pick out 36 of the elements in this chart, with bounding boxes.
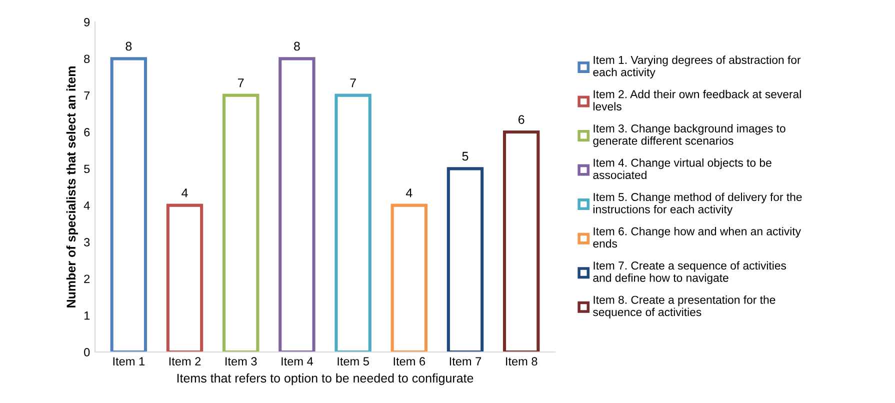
- x-tick-label: Item 1: [113, 357, 144, 366]
- y-axis-title: Number of specialists that select an item: [66, 66, 78, 308]
- legend-label: Item 7. Create a sequence of activities and define how to navigate: [593, 261, 786, 284]
- x-tick-label: Item 3: [226, 357, 257, 366]
- x-tick-label: Item 5: [338, 357, 369, 366]
- data-label: 6: [518, 115, 524, 124]
- y-tick-label: 1: [84, 311, 90, 320]
- legend-label: Item 6. Change how and when an activity ends: [593, 226, 801, 248]
- data-label: 4: [406, 188, 412, 198]
- y-tick-label: 8: [84, 54, 90, 64]
- x-tick-label: Item 8: [506, 357, 538, 366]
- y-tick-label: 6: [84, 128, 90, 136]
- data-label: 8: [126, 42, 132, 51]
- y-tick-label: 0: [84, 348, 90, 356]
- legend-label: Item 3. Change background images to generate different scenarios: [593, 124, 786, 148]
- x-tick-label: Item 7: [450, 357, 482, 366]
- x-tick-label: Item 4: [282, 357, 314, 366]
- legend-label: Item 1. Varying degrees of abstraction for each activity: [593, 56, 801, 78]
- legend-label: Item 5. Change method of delivery for the instructions for each activity: [593, 192, 802, 216]
- y-tick-label: 3: [84, 238, 90, 246]
- legend-label: Item 4. Change virtual objects to be associated: [593, 158, 772, 180]
- data-label: 8: [294, 42, 300, 51]
- data-label: 7: [350, 78, 356, 88]
- x-tick-label: Item 6: [394, 357, 426, 366]
- x-axis-title: Items that refers to option to be needed to configurate: [177, 373, 474, 386]
- y-tick-label: 2: [84, 274, 90, 283]
- y-tick-label: 9: [84, 18, 90, 26]
- data-label: 4: [182, 188, 188, 198]
- data-label: 7: [238, 78, 244, 88]
- legend-label: Item 8. Create a presentation for the sequence of activities: [593, 296, 776, 318]
- x-tick-label: Item 2: [169, 357, 201, 366]
- y-tick-label: 4: [84, 201, 90, 210]
- y-tick-label: 5: [84, 164, 90, 174]
- legend-label: Item 2. Add their own feedback at several levels: [593, 90, 801, 111]
- y-tick-label: 7: [84, 91, 90, 100]
- data-label: 5: [462, 152, 468, 161]
